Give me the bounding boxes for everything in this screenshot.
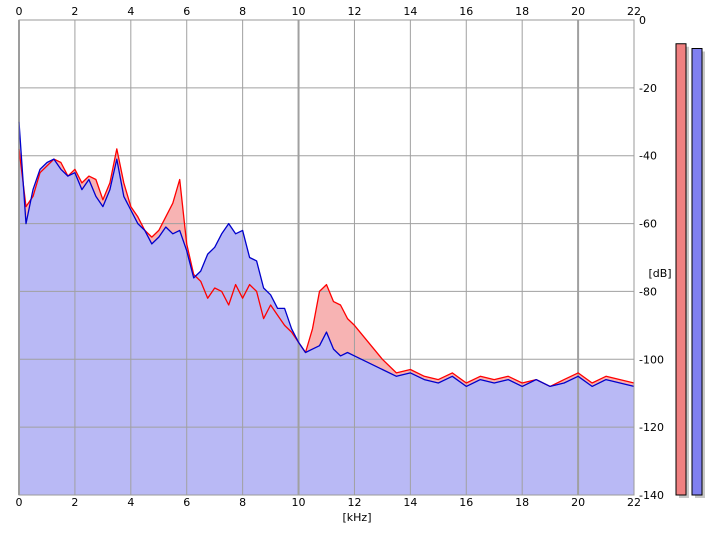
y-tick-label: -40 [639,150,657,163]
x-tick-label-bottom: 10 [292,496,306,509]
y-axis-label: [dB] [648,267,671,280]
y-tick-label: 0 [639,14,646,27]
x-tick-label-bottom: 2 [71,496,78,509]
x-tick-label-top: 22 [627,5,641,18]
x-tick-label-top: 4 [127,5,134,18]
level-meter-bar [675,43,687,496]
y-tick-label: -100 [639,353,664,366]
x-tick-label-top: 8 [239,5,246,18]
y-tick-labels: 0 -20 -40 -60 -80 -100 -120 -140 [639,14,664,502]
x-tick-label-top: 2 [71,5,78,18]
x-tick-label-bottom: 8 [239,496,246,509]
x-tick-label-bottom: 16 [459,496,473,509]
plot-frame [18,19,635,496]
y-tick-label: -60 [639,218,657,231]
x-tick-label-top: 16 [459,5,473,18]
x-tick-label-bottom: 14 [403,496,417,509]
x-tick-label-top: 14 [403,5,417,18]
x-tick-label-top: 6 [183,5,190,18]
y-tick-label: -120 [639,421,664,434]
series-line-1 [18,148,635,388]
y-tick-label: -80 [639,285,657,298]
x-tick-label-top: 10 [292,5,306,18]
x-tick-label-top: 12 [347,5,361,18]
x-tick-label-top: 0 [16,5,23,18]
series-line-2 [18,121,635,388]
x-axis-label: [kHz] [343,511,372,524]
series-fill-2 [19,121,634,496]
y-tick-label: -140 [639,489,664,502]
x-tick-label-bottom: 18 [515,496,529,509]
x-tick-label-bottom: 4 [127,496,134,509]
level-meters [675,43,705,498]
x-tick-label-bottom: 6 [183,496,190,509]
x-tick-label-top: 20 [571,5,585,18]
x-tick-label-bottom: 12 [347,496,361,509]
x-tick-label-top: 18 [515,5,529,18]
y-tick-label: -20 [639,82,657,95]
x-tick-labels-bottom: 0 2 4 6 8 10 12 14 16 18 20 22 [16,496,642,509]
x-tick-label-bottom: 20 [571,496,585,509]
level-meter-bar [691,48,703,496]
series-fills [19,121,634,496]
x-tick-label-bottom: 0 [16,496,23,509]
x-tick-label-bottom: 22 [627,496,641,509]
x-tick-labels-top: 0 2 4 6 8 10 12 14 16 18 20 22 [16,5,642,18]
series-lines [18,121,635,388]
